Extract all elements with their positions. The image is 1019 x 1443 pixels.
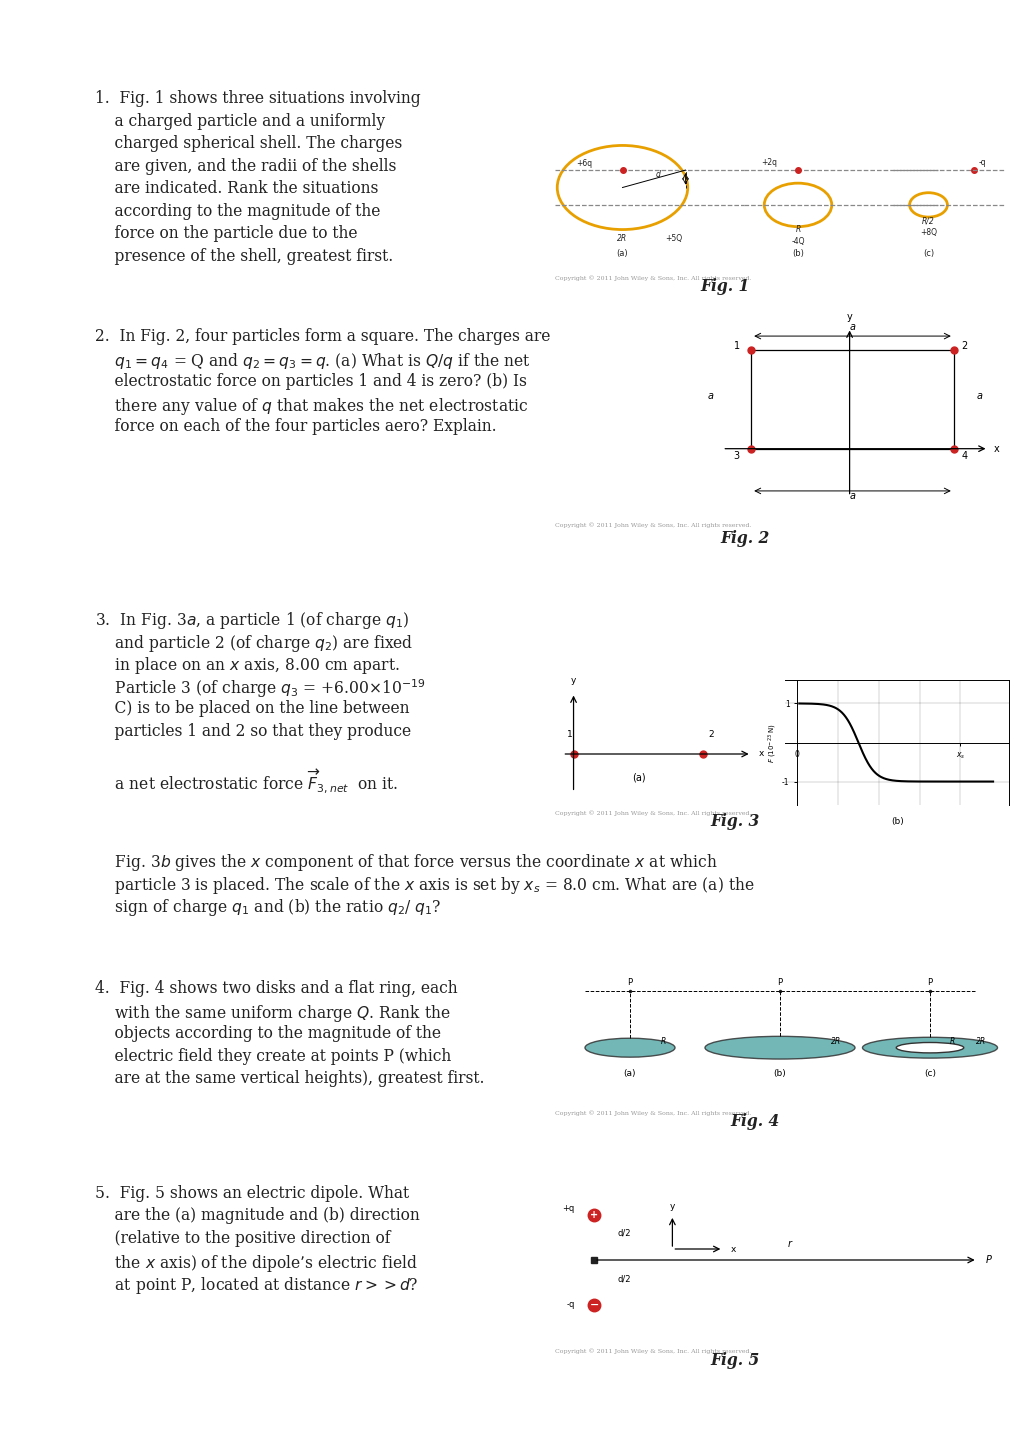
Text: charged spherical shell. The charges: charged spherical shell. The charges xyxy=(95,136,401,152)
Text: y: y xyxy=(571,675,576,685)
Text: (c): (c) xyxy=(922,248,933,258)
Ellipse shape xyxy=(585,1038,675,1058)
Text: (b): (b) xyxy=(772,1069,786,1078)
Text: −: − xyxy=(589,1300,598,1310)
Text: with the same uniform charge $Q$. Rank the: with the same uniform charge $Q$. Rank t… xyxy=(95,1003,450,1023)
Text: Particle 3 (of charge $q_3$ = +6.00$\times$10$^{-19}$: Particle 3 (of charge $q_3$ = +6.00$\tim… xyxy=(95,678,425,700)
Text: x: x xyxy=(994,443,999,453)
Text: in place on an $x$ axis, 8.00 cm apart.: in place on an $x$ axis, 8.00 cm apart. xyxy=(95,655,399,675)
Text: Copyright © 2011 John Wiley & Sons, Inc. All rights reserved.: Copyright © 2011 John Wiley & Sons, Inc.… xyxy=(554,1110,751,1115)
Text: x: x xyxy=(758,749,763,759)
Text: Copyright © 2011 John Wiley & Sons, Inc. All rights reserved.: Copyright © 2011 John Wiley & Sons, Inc.… xyxy=(554,522,751,528)
Text: a: a xyxy=(707,391,713,401)
Text: +6q: +6q xyxy=(576,159,592,167)
Text: d/2: d/2 xyxy=(616,1228,631,1237)
Text: (a): (a) xyxy=(616,248,628,258)
Ellipse shape xyxy=(862,1038,997,1058)
Text: y: y xyxy=(669,1202,675,1211)
Text: a: a xyxy=(976,391,981,401)
Text: 2R: 2R xyxy=(830,1038,841,1046)
Text: 1.  Fig. 1 shows three situations involving: 1. Fig. 1 shows three situations involvi… xyxy=(95,89,420,107)
Text: are at the same vertical heights), greatest first.: are at the same vertical heights), great… xyxy=(95,1071,484,1087)
Text: 1: 1 xyxy=(567,730,572,739)
Text: objects according to the magnitude of the: objects according to the magnitude of th… xyxy=(95,1025,440,1042)
Text: (relative to the positive direction of: (relative to the positive direction of xyxy=(95,1229,390,1247)
Text: r: r xyxy=(787,1240,791,1250)
Text: are indicated. Rank the situations: are indicated. Rank the situations xyxy=(95,180,378,198)
Text: Fig. 2: Fig. 2 xyxy=(719,530,768,547)
Text: according to the magnitude of the: according to the magnitude of the xyxy=(95,202,380,219)
Text: P: P xyxy=(627,978,632,987)
Text: 1: 1 xyxy=(733,341,739,351)
Text: Fig. 4: Fig. 4 xyxy=(730,1113,779,1130)
Text: 2R: 2R xyxy=(616,234,627,244)
Text: d/2: d/2 xyxy=(616,1276,631,1284)
Text: P: P xyxy=(776,978,782,987)
Text: (b): (b) xyxy=(792,248,803,258)
Text: y: y xyxy=(846,312,852,322)
Text: at point P, located at distance $r >> d$?: at point P, located at distance $r >> d$… xyxy=(95,1276,418,1296)
Text: 3: 3 xyxy=(733,450,739,460)
Text: -4Q: -4Q xyxy=(791,237,804,247)
Text: 5.  Fig. 5 shows an electric dipole. What: 5. Fig. 5 shows an electric dipole. What xyxy=(95,1185,409,1202)
Text: +2q: +2q xyxy=(760,157,776,167)
Text: 2: 2 xyxy=(960,341,966,351)
Text: (c): (c) xyxy=(923,1069,935,1078)
Text: -q: -q xyxy=(977,157,985,167)
Text: Copyright © 2011 John Wiley & Sons, Inc. All rights reserved.: Copyright © 2011 John Wiley & Sons, Inc.… xyxy=(554,810,751,815)
Text: d: d xyxy=(655,170,660,179)
Text: Fig. 1: Fig. 1 xyxy=(699,278,749,294)
Text: sign of charge $q_1$ and (b) the ratio $q_2$/ $q_1$?: sign of charge $q_1$ and (b) the ratio $… xyxy=(95,898,441,918)
Text: +: + xyxy=(589,1211,597,1219)
Text: a charged particle and a uniformly: a charged particle and a uniformly xyxy=(95,113,385,130)
Text: presence of the shell, greatest first.: presence of the shell, greatest first. xyxy=(95,248,393,264)
Text: R: R xyxy=(660,1038,665,1046)
Text: (b): (b) xyxy=(890,817,903,825)
Text: R: R xyxy=(949,1038,954,1046)
Text: (a): (a) xyxy=(631,773,645,784)
Text: Fig. 3$b$ gives the $x$ component of that force versus the coordinate $x$ at whi: Fig. 3$b$ gives the $x$ component of tha… xyxy=(95,851,716,873)
Text: particles 1 and 2 so that they produce: particles 1 and 2 so that they produce xyxy=(95,723,411,739)
Text: a: a xyxy=(849,322,855,332)
Text: force on the particle due to the: force on the particle due to the xyxy=(95,225,357,242)
Text: electric field they create at points P (which: electric field they create at points P (… xyxy=(95,1048,450,1065)
Text: R/2: R/2 xyxy=(921,216,934,225)
Text: 2.  In Fig. 2, four particles form a square. The charges are: 2. In Fig. 2, four particles form a squa… xyxy=(95,328,550,345)
Text: a net electrostatic force $\overrightarrow{F}_{3,net}$  on it.: a net electrostatic force $\overrightarr… xyxy=(95,768,397,795)
Text: +5Q: +5Q xyxy=(665,234,682,244)
Text: C) is to be placed on the line between: C) is to be placed on the line between xyxy=(95,700,409,717)
Ellipse shape xyxy=(896,1042,963,1053)
Text: 2: 2 xyxy=(707,730,713,739)
Text: a: a xyxy=(849,492,855,501)
Text: are given, and the radii of the shells: are given, and the radii of the shells xyxy=(95,157,396,175)
Text: there any value of $q$ that makes the net electrostatic: there any value of $q$ that makes the ne… xyxy=(95,395,528,417)
Text: the $x$ axis) of the dipole’s electric field: the $x$ axis) of the dipole’s electric f… xyxy=(95,1253,418,1274)
Text: 4.  Fig. 4 shows two disks and a flat ring, each: 4. Fig. 4 shows two disks and a flat rin… xyxy=(95,980,458,997)
Text: 2R: 2R xyxy=(974,1038,984,1046)
Text: +q: +q xyxy=(561,1203,574,1214)
Text: -q: -q xyxy=(566,1300,574,1309)
Text: are the (a) magnitude and (b) direction: are the (a) magnitude and (b) direction xyxy=(95,1208,420,1225)
Ellipse shape xyxy=(704,1036,854,1059)
Text: (a): (a) xyxy=(624,1069,636,1078)
Text: and particle 2 (of charge $q_2$) are fixed: and particle 2 (of charge $q_2$) are fix… xyxy=(95,632,413,654)
Text: 4: 4 xyxy=(960,450,966,460)
Text: R: R xyxy=(795,225,800,234)
Text: 3.  In Fig. 3$a$, a particle 1 (of charge $q_1$): 3. In Fig. 3$a$, a particle 1 (of charge… xyxy=(95,610,409,631)
Text: electrostatic force on particles 1 and 4 is zero? (b) Is: electrostatic force on particles 1 and 4… xyxy=(95,372,527,390)
Y-axis label: $F$ (10$^{-23}$ N): $F$ (10$^{-23}$ N) xyxy=(766,723,779,762)
Text: Copyright © 2011 John Wiley & Sons, Inc. All rights reserved.: Copyright © 2011 John Wiley & Sons, Inc.… xyxy=(554,276,751,280)
Text: P: P xyxy=(926,978,931,987)
Text: Fig. 5: Fig. 5 xyxy=(709,1352,758,1369)
Text: x: x xyxy=(731,1244,736,1254)
Text: P: P xyxy=(984,1255,990,1266)
Text: $q_1 = q_4$ = Q and $q_2 = q_3 = q$. (a) What is $Q/q$ if the net: $q_1 = q_4$ = Q and $q_2 = q_3 = q$. (a)… xyxy=(95,351,530,371)
Text: particle 3 is placed. The scale of the $x$ axis is set by $x_s$ = 8.0 cm. What a: particle 3 is placed. The scale of the $… xyxy=(95,874,754,896)
Text: Copyright © 2011 John Wiley & Sons, Inc. All rights reserved.: Copyright © 2011 John Wiley & Sons, Inc.… xyxy=(554,1348,751,1354)
Text: Fig. 3: Fig. 3 xyxy=(709,812,758,830)
Text: force on each of the four particles aero? Explain.: force on each of the four particles aero… xyxy=(95,418,496,434)
Text: +8Q: +8Q xyxy=(919,228,936,237)
